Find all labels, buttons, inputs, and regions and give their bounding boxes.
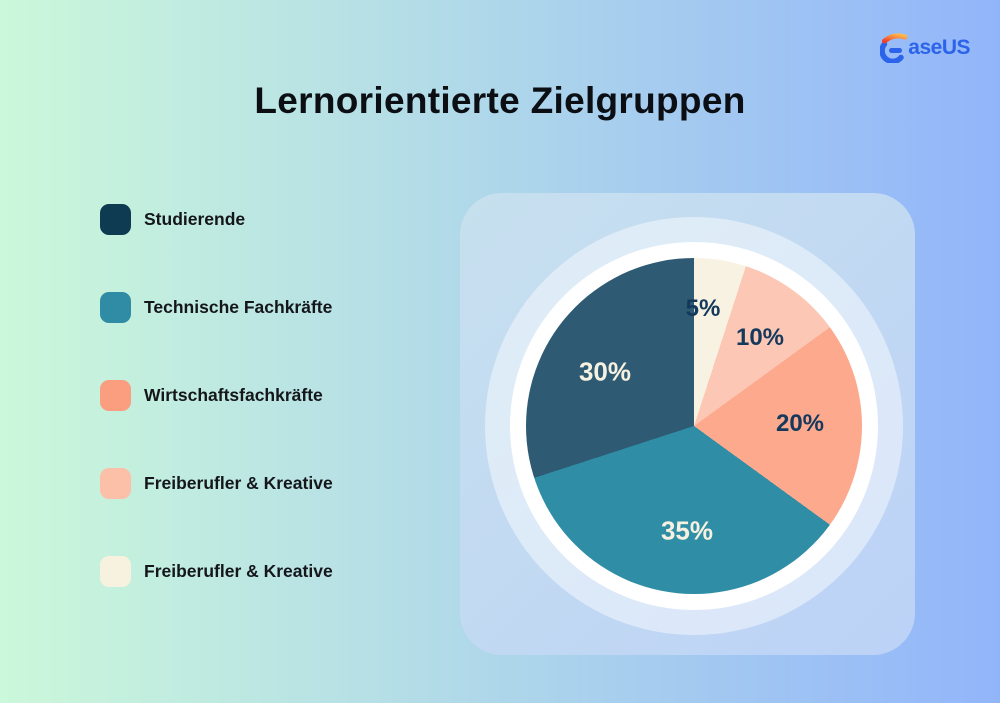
legend-label: Technische Fachkräfte [144,297,333,317]
legend-item: Studierende [100,204,333,235]
legend-label: Studierende [144,209,246,229]
pie-label: 35% [660,515,714,546]
legend-swatch [100,556,131,587]
legend-item: Freiberufler & Kreative [100,556,333,587]
legend-swatch [100,468,131,499]
legend: Studierende Technische Fachkräfte Wirtsc… [100,204,333,644]
legend-item: Wirtschaftsfachkräfte [100,380,333,411]
pie-chart: 5% 10% 20% 35% 30% [526,258,862,594]
pie-label: 20% [775,410,825,437]
legend-label: Wirtschaftsfachkräfte [144,385,323,405]
pie-label: 5% [685,295,721,322]
legend-item: Freiberufler & Kreative [100,468,333,499]
pie-label: 10% [735,324,785,351]
legend-label: Freiberufler & Kreative [144,561,333,581]
legend-label: Freiberufler & Kreative [144,473,333,493]
easeus-logo-text: aseUS [908,36,970,59]
easeus-logo-glyph-icon [880,33,908,63]
page-title: Lernorientierte Zielgruppen [254,80,746,121]
legend-swatch [100,292,131,323]
legend-swatch [100,204,131,235]
chart-card: 5% 10% 20% 35% 30% [460,193,915,655]
easeus-logo: aseUS [880,33,970,63]
legend-swatch [100,380,131,411]
legend-item: Technische Fachkräfte [100,292,333,323]
pie-label: 30% [578,356,632,387]
